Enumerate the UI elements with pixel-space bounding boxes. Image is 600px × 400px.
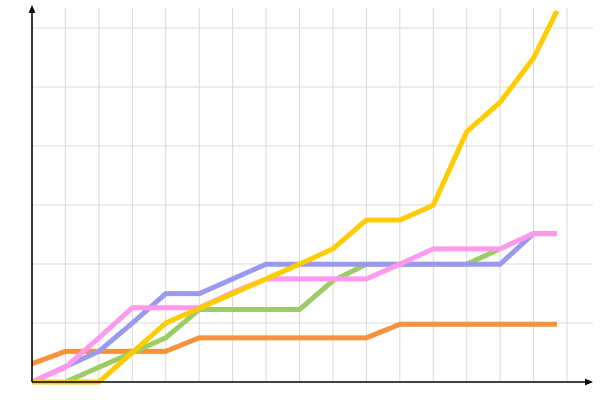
vertical-gridlines [31, 8, 568, 382]
series-line-yellow-series [32, 9, 560, 385]
series-lines [30, 9, 560, 385]
axes [28, 5, 593, 386]
series-line-orange-series [31, 321, 557, 367]
x-axis-arrow-icon [585, 378, 593, 386]
series-line-green-series [32, 231, 557, 385]
y-axis-arrow-icon [28, 5, 36, 13]
series-line-pink-series [30, 231, 557, 385]
